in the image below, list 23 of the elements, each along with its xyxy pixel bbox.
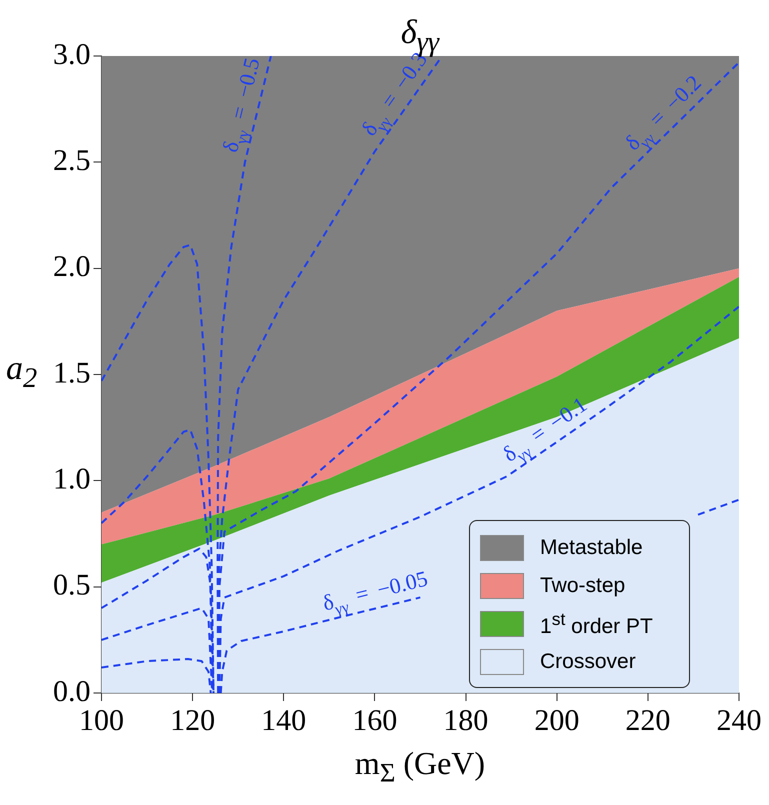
text: δγγ = −0.05	[320, 566, 430, 619]
y-tick-label: 2.5	[53, 144, 90, 178]
x-tick-label: 220	[625, 704, 670, 737]
y-axis-title: a$_{2}$	[6, 350, 38, 395]
y-tick-label: 1.0	[53, 462, 90, 496]
x-tick-label: 180	[443, 704, 488, 737]
x-tick-label: 240	[716, 704, 762, 737]
y-tick-label: 2.0	[53, 250, 90, 284]
y-tick-label: 0.5	[53, 568, 90, 602]
x-tick-label: 160	[352, 704, 398, 737]
text: δγγ = −0.1	[498, 392, 592, 467]
x-tick-label: 200	[534, 704, 580, 737]
x-tick-label: 140	[261, 704, 306, 737]
x-axis-title: m$_{Σ}$ (GeV)	[354, 745, 486, 788]
y-tick-label: 3.0	[53, 38, 90, 71]
legend-label: Crossover	[540, 650, 636, 674]
y-tick-label: 1.5	[53, 356, 90, 390]
text: δγγ = −0.5	[217, 55, 264, 155]
legend-label: 1$^{st}$ order PT	[540, 609, 653, 639]
legend-label: Metastable	[540, 536, 643, 560]
text: δγγ = −0.2	[620, 70, 706, 156]
x-tick-label: 120	[170, 704, 216, 737]
legend-label: Two-step	[540, 574, 626, 598]
